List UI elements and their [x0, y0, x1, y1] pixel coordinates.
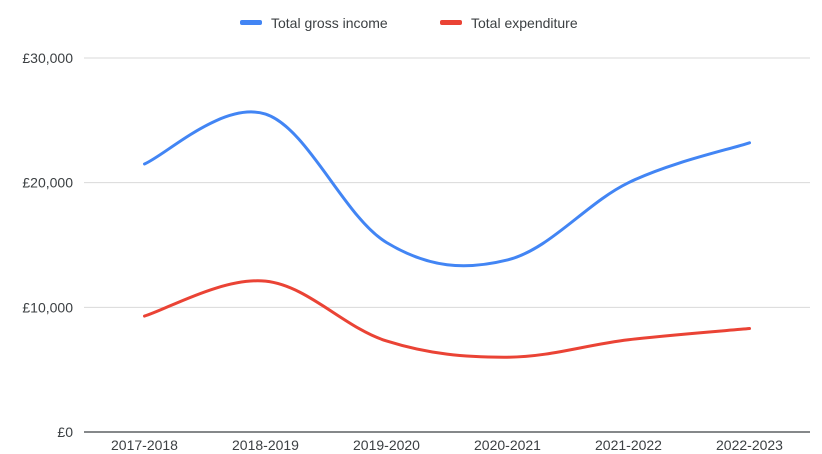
- series-line-income[interactable]: [143, 110, 751, 268]
- x-tick-label: 2021-2022: [595, 437, 662, 453]
- legend-label-income: Total gross income: [271, 15, 388, 31]
- y-tick-label: £0: [57, 424, 73, 440]
- x-tick-label: 2018-2019: [232, 437, 299, 453]
- legend-swatch-expenditure: [440, 20, 462, 25]
- series-line-expenditure[interactable]: [143, 279, 751, 359]
- x-tick-label: 2020-2021: [474, 437, 541, 453]
- gridlines: [84, 57, 810, 433]
- y-axis-tick-labels: £0 £10,000 £20,000 £30,000: [22, 50, 73, 440]
- legend-swatch-income: [240, 20, 262, 25]
- legend-label-expenditure: Total expenditure: [471, 15, 578, 31]
- y-tick-label: £20,000: [22, 175, 73, 191]
- y-tick-label: £30,000: [22, 50, 73, 66]
- legend-item-income[interactable]: Total gross income: [240, 15, 388, 31]
- x-axis-tick-labels: 2017-2018 2018-2019 2019-2020 2020-2021 2021…: [111, 437, 783, 453]
- x-tick-label: 2019-2020: [353, 437, 420, 453]
- x-tick-label: 2022-2023: [716, 437, 783, 453]
- x-tick-label: 2017-2018: [111, 437, 178, 453]
- series-lines: [143, 110, 751, 359]
- y-tick-label: £10,000: [22, 299, 73, 315]
- legend: Total gross income Total expenditure: [240, 15, 578, 31]
- legend-item-expenditure[interactable]: Total expenditure: [440, 15, 578, 31]
